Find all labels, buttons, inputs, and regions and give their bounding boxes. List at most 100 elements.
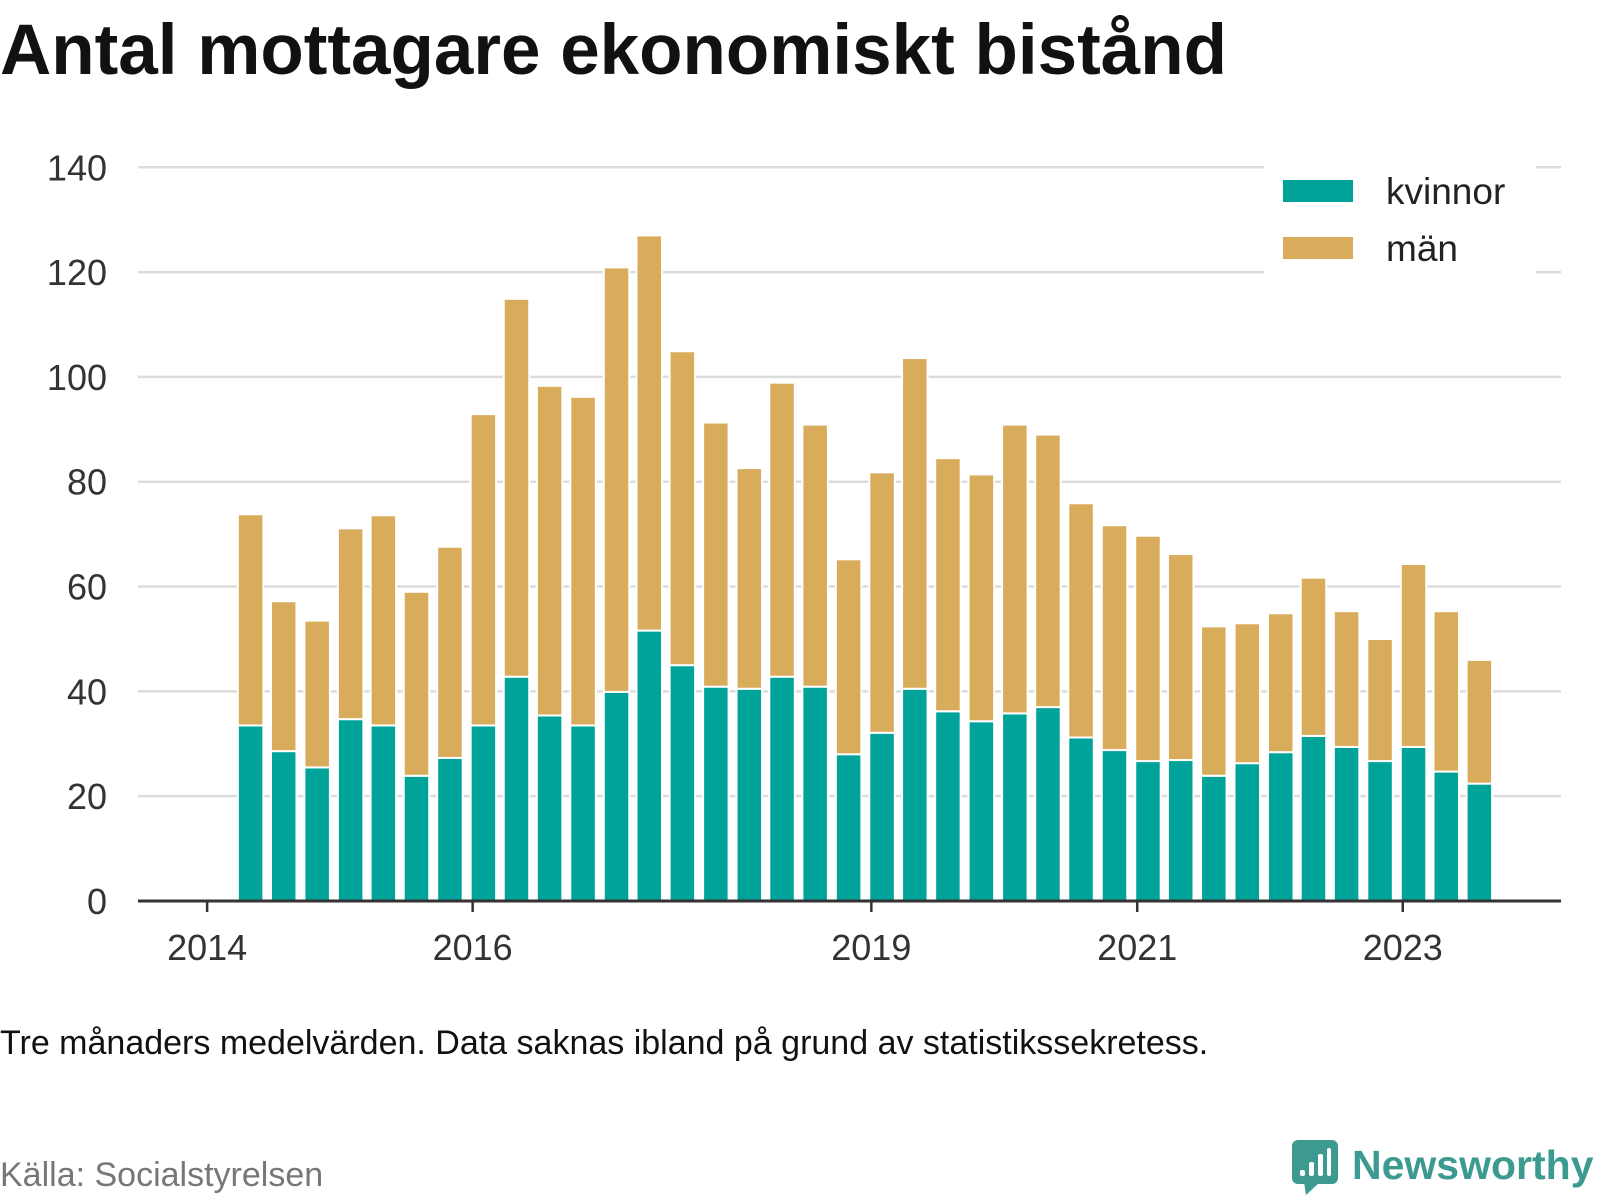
bar-segment-man: [1134, 534, 1162, 763]
bar-segment-man: [1233, 622, 1262, 765]
bar-segment-man: [436, 545, 464, 759]
bar-segment-kvinnor: [336, 718, 365, 902]
bar-segment-kvinnor: [967, 720, 996, 903]
bar-segment-kvinnor: [1001, 712, 1029, 903]
y-tick-label: 60: [67, 567, 107, 608]
bar-segment-kvinnor: [702, 685, 730, 902]
bar-segment-kvinnor: [1100, 749, 1129, 903]
bar-segment-kvinnor: [236, 724, 265, 903]
logo-bar: [1309, 1162, 1314, 1176]
bar-segment-man: [1100, 524, 1129, 752]
bar-segment-man: [569, 395, 597, 727]
bar-segment-man: [236, 513, 265, 727]
logo-bar: [1327, 1148, 1331, 1176]
bar-segment-kvinnor: [1134, 760, 1162, 903]
bar-segment-kvinnor: [402, 774, 431, 903]
bar-segment-man: [269, 600, 298, 753]
bar-segment-man: [801, 423, 829, 688]
x-tick-label: 2016: [433, 927, 513, 968]
logo-dot: [1300, 1170, 1305, 1176]
bar-segment-man: [1465, 658, 1494, 785]
bar-segment-kvinnor: [1034, 706, 1062, 902]
newsworthy-logo-icon: [1292, 1140, 1338, 1195]
y-tick-label: 0: [87, 881, 107, 922]
bar-segment-man: [702, 421, 730, 688]
bar-segment-man: [1034, 433, 1062, 709]
brand-name: Newsworthy: [1352, 1142, 1594, 1188]
bar-segment-man: [1399, 563, 1428, 748]
x-axis: [138, 899, 1561, 912]
bar-segment-man: [1432, 610, 1461, 773]
bar-segment-man: [402, 590, 431, 777]
bar-segment-kvinnor: [668, 664, 697, 902]
bar-segment-man: [967, 473, 996, 723]
bar-segment-man: [369, 514, 398, 727]
bar-segment-kvinnor: [1266, 751, 1295, 902]
stacked-bar-chart: 0 20 40 60 80 100 120 140 2014 2016 2019 2021 2023 k…: [47, 147, 1561, 968]
bars: [236, 234, 1494, 903]
bar-segment-kvinnor: [635, 629, 664, 903]
chart-title: Antal mottagare ekonomiskt bistånd: [0, 11, 1227, 90]
bar-segment-kvinnor: [269, 750, 298, 903]
bar-segment-kvinnor: [535, 714, 564, 902]
bar-segment-man: [303, 619, 331, 769]
bar-segment-kvinnor: [1399, 745, 1428, 902]
bar-segment-man: [1001, 423, 1029, 715]
bar-segment-man: [336, 527, 365, 721]
bar-segment-kvinnor: [1200, 774, 1228, 903]
bar-segment-man: [1266, 612, 1295, 754]
x-tick-label: 2019: [831, 927, 911, 968]
legend: kvinnor män: [1264, 158, 1536, 276]
bar-segment-kvinnor: [602, 690, 631, 903]
chart-footnote: Tre månaders medelvärden. Data saknas ib…: [0, 1024, 1209, 1062]
bar-segment-man: [901, 357, 929, 690]
bar-segment-kvinnor: [502, 675, 531, 903]
bar-segment-man: [1200, 625, 1228, 777]
logo-bubble: [1292, 1140, 1338, 1184]
bar-segment-kvinnor: [436, 756, 464, 903]
legend-swatch-kvinnor: [1283, 180, 1353, 202]
y-tick-label: 40: [67, 671, 107, 712]
bar-segment-man: [635, 234, 664, 632]
bar-segment-kvinnor: [1233, 762, 1262, 902]
bar-segment-kvinnor: [1332, 745, 1361, 902]
bar-segment-man: [768, 381, 796, 678]
bar-segment-kvinnor: [1465, 782, 1494, 902]
bar-segment-man: [1299, 576, 1328, 737]
bar-segment-kvinnor: [569, 724, 597, 903]
bar-segment-man: [535, 384, 564, 717]
source-credit: Källa: Socialstyrelsen: [0, 1156, 324, 1194]
x-tick-label: 2014: [167, 927, 247, 968]
bar-segment-kvinnor: [469, 724, 498, 903]
bar-segment-kvinnor: [1299, 734, 1328, 902]
bar-segment-kvinnor: [868, 731, 896, 902]
legend-label-man: män: [1386, 228, 1458, 269]
bar-segment-man: [834, 558, 863, 756]
bar-segment-kvinnor: [1366, 760, 1394, 903]
bar-segment-man: [469, 413, 498, 727]
legend-swatch-man: [1283, 237, 1353, 259]
legend-label-kvinnor: kvinnor: [1386, 171, 1505, 212]
bar-segment-kvinnor: [303, 766, 331, 902]
bar-segment-man: [868, 471, 896, 734]
bar-segment-kvinnor: [834, 753, 863, 903]
bar-segment-kvinnor: [801, 685, 829, 902]
logo-bubble-tail: [1304, 1182, 1320, 1195]
bar-segment-kvinnor: [735, 687, 764, 903]
tick-labels: 0 20 40 60 80 100 120 140 2014 2016 2019 2021 2023: [47, 147, 1443, 968]
bar-segment-man: [1166, 553, 1195, 762]
bar-segment-man: [735, 467, 764, 690]
bar-segment-man: [1067, 502, 1095, 739]
bar-segment-kvinnor: [934, 710, 962, 902]
y-tick-label: 20: [67, 776, 107, 817]
bar-segment-kvinnor: [901, 687, 929, 903]
bar-segment-man: [934, 457, 962, 713]
bar-segment-kvinnor: [768, 675, 796, 903]
logo-bar: [1318, 1154, 1323, 1176]
bar-segment-kvinnor: [1067, 736, 1095, 902]
x-tick-label: 2021: [1097, 927, 1177, 968]
bar-segment-kvinnor: [369, 724, 398, 903]
bar-segment-man: [1332, 610, 1361, 748]
bar-segment-man: [668, 350, 697, 667]
bar-segment-man: [1366, 637, 1394, 763]
